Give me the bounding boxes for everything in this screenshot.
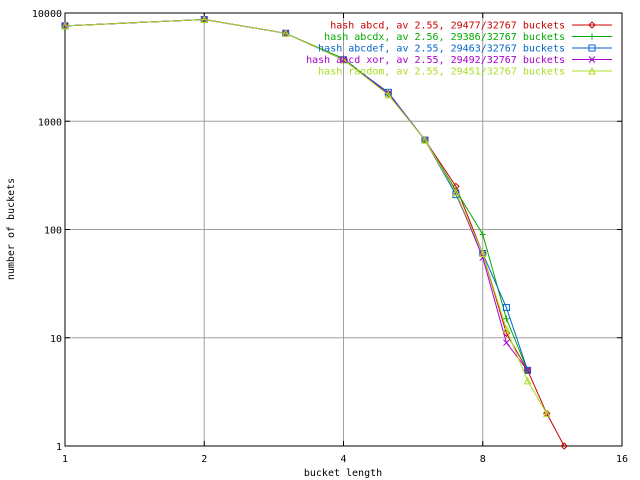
legend-label: hash random, av 2.55, 29451/32767 bucket… — [318, 67, 565, 78]
y-tick-label: 100 — [44, 226, 62, 237]
data-point — [339, 55, 348, 64]
data-point — [588, 56, 596, 63]
data-point — [61, 21, 69, 30]
data-point — [200, 15, 209, 24]
series-lines — [61, 15, 568, 450]
y-tick-label: 10000 — [32, 9, 62, 20]
data-point — [560, 442, 568, 450]
data-point — [502, 325, 511, 333]
x-tick-label: 4 — [340, 454, 346, 465]
y-tick-label: 1 — [56, 442, 62, 453]
data-point — [503, 339, 510, 347]
data-point — [479, 231, 486, 238]
data-point — [589, 33, 595, 40]
data-point — [524, 366, 531, 374]
y-axis-label: number of buckets — [6, 178, 17, 280]
x-tick-label: 8 — [480, 454, 486, 465]
series-line — [61, 15, 568, 450]
legend-label: hash abcdx, av 2.56, 29386/32767 buckets — [324, 32, 565, 43]
legend-label: hash abcdef, av 2.55, 29463/32767 bucket… — [318, 44, 565, 55]
data-point — [588, 66, 596, 75]
data-point — [421, 135, 429, 144]
data-point — [478, 249, 487, 258]
series-path — [64, 18, 565, 447]
x-tick-label: 2 — [201, 454, 207, 465]
data-point — [588, 21, 596, 29]
x-tick-label: 16 — [616, 454, 628, 465]
series-path — [64, 18, 548, 414]
data-point — [588, 44, 596, 52]
data-point — [384, 90, 393, 99]
data-point — [502, 304, 510, 312]
data-point — [281, 29, 290, 37]
data-point — [542, 409, 551, 417]
y-tick-label: 1000 — [38, 117, 62, 128]
x-tick-label: 1 — [62, 454, 68, 465]
legend-label: hash abcd, av 2.55, 29477/32767 buckets — [330, 21, 565, 32]
x-axis-label: bucket length — [304, 468, 382, 479]
legend-label: hash abcd xor, av 2.55, 29492/32767 buck… — [306, 55, 565, 66]
data-point — [452, 188, 460, 196]
y-tick-label: 10 — [50, 334, 62, 345]
series-line — [61, 15, 551, 417]
data-point — [524, 366, 532, 374]
data-point — [503, 315, 510, 322]
legend: hash abcd, av 2.55, 29477/32767 bucketsh… — [306, 21, 612, 78]
grid — [65, 13, 622, 446]
data-point — [523, 376, 532, 385]
